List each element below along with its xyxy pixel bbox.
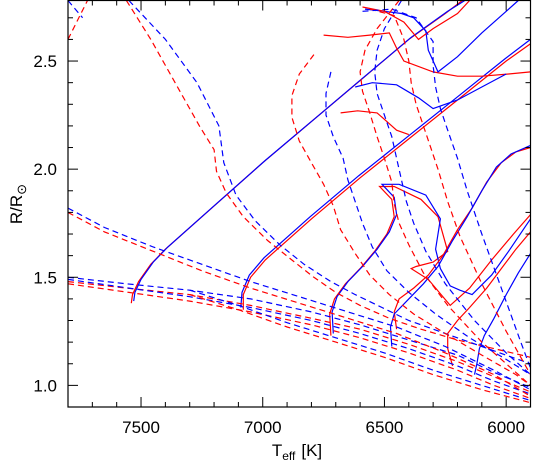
series-blue-dashed-24 <box>362 8 531 369</box>
series-red-solid-4 <box>329 185 531 336</box>
y-tick-label: 2.5 <box>33 52 57 71</box>
x-axis-title-base: T <box>272 441 282 460</box>
series-red-solid-2 <box>242 43 531 310</box>
series-red-dashed-25 <box>68 281 531 393</box>
y-tick-label: 2.0 <box>33 160 57 179</box>
x-axis-title-unit: [K] <box>301 441 322 460</box>
series-red-solid-14 <box>362 0 471 41</box>
series-blue-solid-3 <box>240 38 531 308</box>
y-axis-title-text: R/R <box>7 195 26 224</box>
series-layer <box>68 0 531 404</box>
series-red-dashed-27 <box>68 283 531 399</box>
x-axis-title: Teff [K] <box>272 441 322 463</box>
series-red-solid-8 <box>447 231 531 367</box>
y-tick-label: 1.0 <box>33 376 57 395</box>
series-red-solid-10 <box>323 32 531 77</box>
series-blue-solid-7 <box>389 144 531 347</box>
plot-frame <box>67 0 532 408</box>
series-blue-solid-5 <box>331 183 531 334</box>
series-red-dashed-23 <box>369 8 531 375</box>
series-blue-solid-1 <box>133 0 466 302</box>
series-blue-dashed-29 <box>68 207 531 391</box>
series-red-solid-11 <box>340 110 410 136</box>
series-blue-dashed-17 <box>68 0 84 19</box>
series-red-dashed-21 <box>359 0 531 386</box>
series-blue-dashed-18 <box>128 0 531 365</box>
y-axis-title: R/R⊙ <box>7 184 29 224</box>
tick-layer: 7500 7000 6500 6000 1.0 1.5 2.0 2.5 <box>33 0 531 437</box>
series-red-dashed-15 <box>68 0 89 40</box>
x-axis-title-sub: eff <box>282 449 296 463</box>
series-blue-solid-13 <box>364 0 519 73</box>
x-tick-label: 6000 <box>487 418 525 437</box>
x-tick-label: 7000 <box>244 418 282 437</box>
series-red-dashed-16 <box>125 0 531 358</box>
series-blue-dashed-28 <box>68 278 531 395</box>
series-red-dashed-30 <box>68 211 531 397</box>
y-tick-label: 1.5 <box>33 268 57 287</box>
series-blue-dashed-20 <box>325 71 531 376</box>
x-tick-label: 6500 <box>366 418 404 437</box>
x-tick-label: 7500 <box>122 418 160 437</box>
series-red-dashed-19 <box>291 54 531 386</box>
series-blue-solid-12 <box>355 73 507 110</box>
sun-symbol: ⊙ <box>14 184 29 195</box>
series-blue-dashed-26 <box>68 276 531 389</box>
series-blue-solid-9 <box>473 253 531 375</box>
